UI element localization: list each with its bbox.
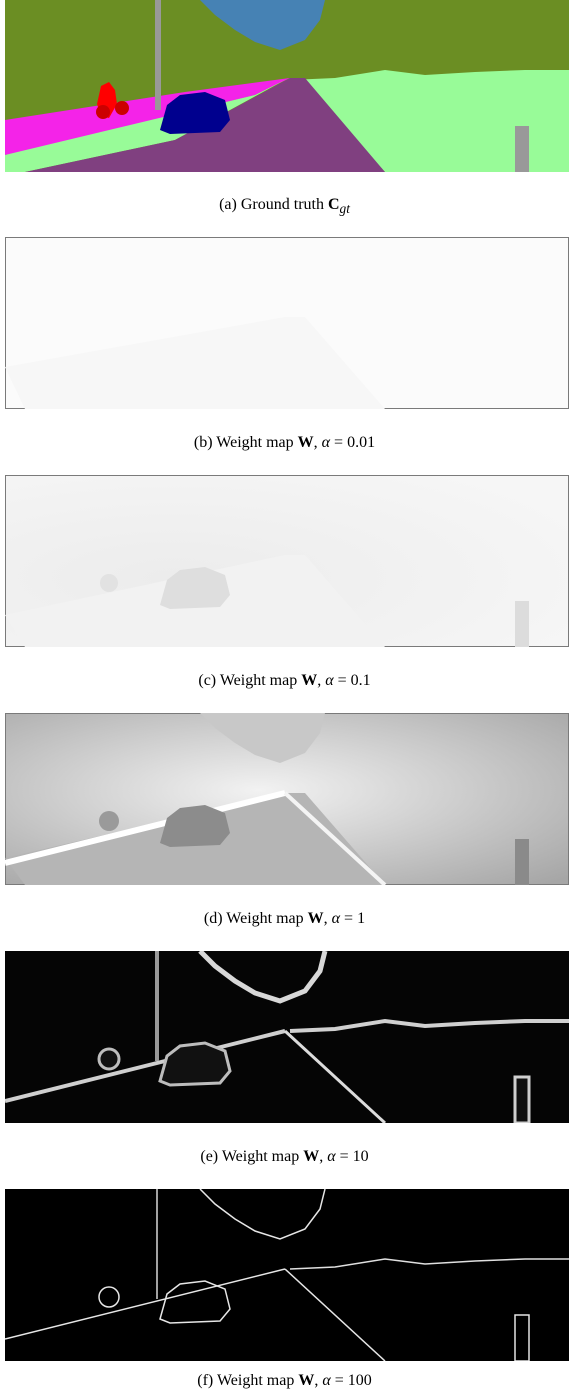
caption-e-text: Weight map	[221, 1148, 300, 1165]
weight-map-image-d	[5, 713, 569, 885]
weight-map-image-f	[5, 1189, 569, 1361]
caption-a-symbol: C	[327, 196, 340, 213]
ground-truth-image	[5, 0, 569, 172]
panel-e-weight-map	[5, 951, 569, 1123]
caption-c-alpha: 0.1	[350, 672, 371, 689]
caption-d-symbol: W	[307, 910, 324, 927]
caption-f-symbol: W	[298, 1372, 315, 1389]
panel-b-weight-map	[5, 237, 569, 409]
caption-f-tag: (f)	[197, 1372, 214, 1389]
weight-map-image-c	[5, 475, 569, 647]
panel-a-ground-truth	[5, 0, 569, 172]
caption-d-alpha: 1	[357, 910, 366, 927]
caption-f: (f) Weight map W, α = 100	[197, 1372, 372, 1389]
caption-e: (e) Weight map W, α = 10	[200, 1148, 369, 1165]
caption-a: (a) Ground truth Cgt	[0, 195, 569, 219]
caption-b-text: Weight map	[216, 434, 294, 451]
weight-map-image-e	[5, 951, 569, 1123]
panel-d-weight-map	[5, 713, 569, 885]
caption-b-tag: (b)	[193, 434, 213, 451]
caption-f-text: Weight map	[216, 1372, 295, 1389]
caption-b-alpha: 0.01	[347, 434, 376, 451]
caption-c-text: Weight map	[219, 672, 298, 689]
caption-a-text: Ground truth	[240, 196, 324, 213]
panel-c-weight-map	[5, 475, 569, 647]
caption-a-subscript: gt	[339, 201, 350, 217]
caption-e-symbol: W	[303, 1148, 320, 1165]
caption-d-tag: (d)	[203, 910, 223, 927]
caption-b-symbol: W	[297, 434, 314, 451]
panel-f-weight-map	[5, 1189, 569, 1361]
caption-e-tag: (e)	[200, 1148, 219, 1165]
caption-c-symbol: W	[301, 672, 318, 689]
caption-e-alpha: 10	[352, 1148, 369, 1165]
caption-f-alpha: 100	[347, 1372, 372, 1389]
caption-d-text: Weight map	[226, 910, 304, 927]
weight-map-image-b	[5, 237, 569, 409]
caption-b: (b) Weight map W, α = 0.01	[193, 434, 376, 451]
caption-c: (c) Weight map W, α = 0.1	[198, 672, 371, 689]
caption-a-tag: (a)	[219, 196, 237, 213]
caption-d: (d) Weight map W, α = 1	[203, 910, 366, 927]
caption-c-tag: (c)	[198, 672, 217, 689]
